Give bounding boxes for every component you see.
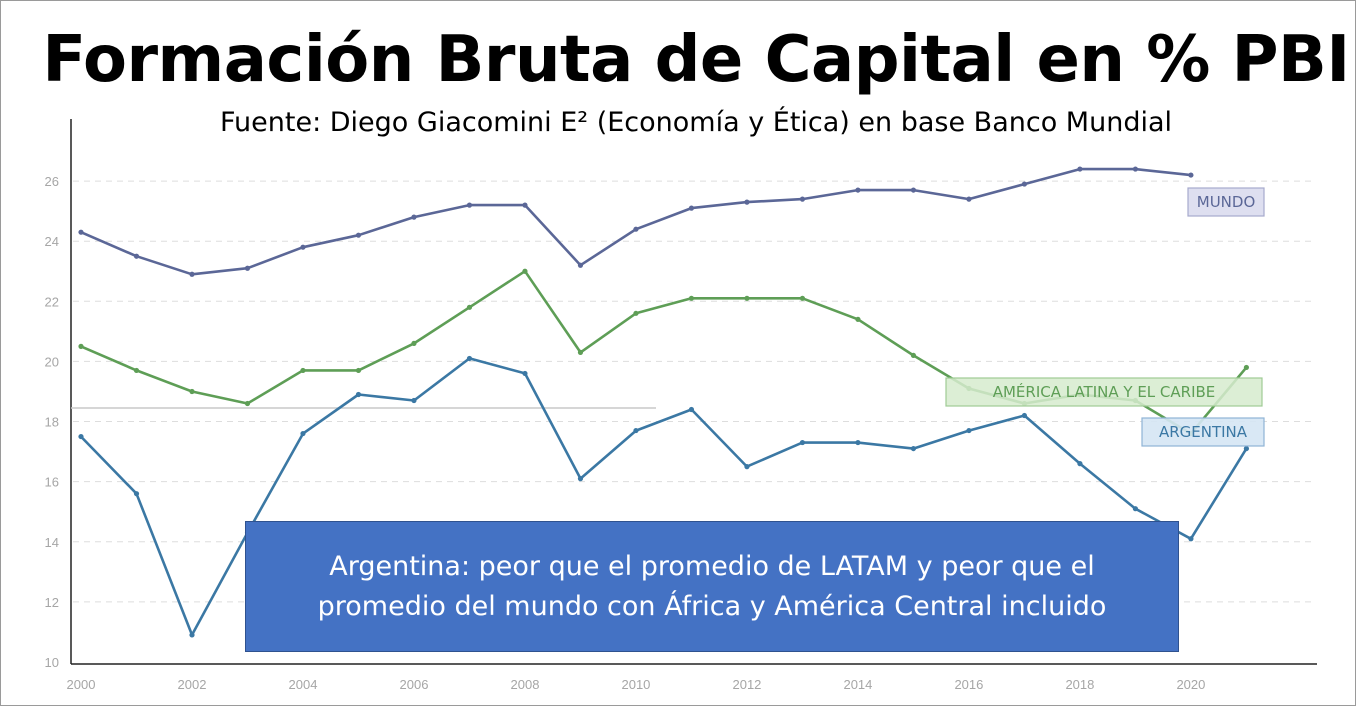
data-point-latam — [577, 349, 584, 356]
data-point-argentina — [411, 397, 417, 404]
data-point-argentina — [1021, 412, 1028, 419]
x-tick-label: 2010 — [621, 677, 650, 692]
data-point-mundo — [744, 199, 750, 205]
label-layer: MUNDO AMÉRICA LATINA Y EL CARIBE ARGENTINA — [945, 187, 1265, 447]
series-line-argentina — [80, 357, 1248, 637]
data-point-latam — [1243, 364, 1250, 371]
data-point-latam — [799, 295, 806, 301]
data-point-mundo — [189, 271, 195, 277]
callout-box: Argentina: peor que el promedio de LATAM… — [245, 521, 1179, 652]
data-point-argentina — [355, 391, 362, 398]
data-point-argentina — [633, 427, 639, 434]
data-point-mundo — [244, 265, 251, 271]
y-tick-label: 12 — [45, 595, 59, 610]
x-tick-label: 2018 — [1065, 677, 1094, 692]
series-label-mundo: MUNDO — [1187, 187, 1265, 217]
data-point-mundo — [910, 187, 917, 193]
chart-title: Formación Bruta de Capital en % PBI — [42, 23, 1350, 97]
data-point-argentina — [966, 427, 972, 434]
data-point-mundo — [1021, 181, 1028, 187]
data-point-argentina — [300, 430, 306, 437]
data-point-mundo — [1132, 166, 1139, 172]
y-tick-label: 14 — [45, 535, 59, 550]
data-point-argentina — [688, 406, 695, 413]
x-tick-label: 2000 — [67, 677, 96, 692]
y-tick-label: 16 — [45, 475, 59, 490]
data-point-latam — [633, 310, 639, 316]
data-point-mundo — [1077, 166, 1083, 172]
series-label-argentina: ARGENTINA — [1141, 417, 1265, 447]
data-point-mundo — [577, 262, 584, 268]
chart-subtitle: Fuente: Diego Giacomini E² (Economía y É… — [219, 107, 1173, 138]
data-point-argentina — [855, 439, 861, 446]
x-tick-label: 2016 — [954, 677, 983, 692]
data-point-argentina — [189, 632, 195, 638]
data-point-argentina — [1243, 445, 1250, 452]
y-tick-label: 20 — [45, 354, 59, 369]
data-point-mundo — [688, 205, 695, 211]
data-point-mundo — [1188, 172, 1194, 178]
callout-text: Argentina: peor que el promedio de LATAM… — [317, 551, 1107, 622]
data-point-mundo — [466, 202, 473, 208]
data-point-latam — [411, 340, 417, 346]
data-point-argentina — [744, 464, 750, 470]
x-tick-label: 2006 — [400, 677, 429, 692]
data-point-argentina — [78, 433, 84, 440]
data-point-latam — [910, 352, 917, 359]
data-point-mundo — [300, 244, 306, 250]
data-point-latam — [355, 367, 362, 374]
y-tick-label: 22 — [45, 294, 59, 309]
data-point-mundo — [799, 196, 806, 202]
data-point-argentina — [1188, 536, 1194, 542]
y-tick-label: 10 — [45, 655, 59, 670]
data-point-latam — [744, 295, 750, 301]
x-tick-label: 2008 — [511, 677, 540, 692]
data-point-argentina — [133, 491, 140, 497]
data-point-latam — [189, 388, 195, 395]
data-point-argentina — [910, 445, 917, 452]
series-label-text: AMÉRICA LATINA Y EL CARIBE — [993, 382, 1216, 401]
series-line-latam — [80, 269, 1248, 435]
data-point-mundo — [411, 214, 417, 220]
data-point-argentina — [577, 476, 584, 482]
data-point-latam — [466, 304, 473, 310]
x-tick-label: 2002 — [178, 677, 207, 692]
y-tick-label: 26 — [45, 174, 59, 189]
data-point-latam — [522, 268, 528, 274]
data-point-argentina — [1132, 506, 1139, 512]
x-tick-label: 2004 — [289, 677, 318, 692]
y-tick-label: 24 — [45, 234, 59, 249]
data-point-mundo — [355, 232, 362, 238]
series-label-latam: AMÉRICA LATINA Y EL CARIBE — [945, 377, 1263, 407]
data-point-latam — [688, 295, 695, 301]
data-point-mundo — [78, 229, 84, 235]
series-label-text: MUNDO — [1197, 193, 1256, 211]
data-point-argentina — [799, 439, 806, 446]
x-tick-label: 2012 — [732, 677, 761, 692]
data-point-argentina — [466, 355, 473, 362]
data-point-mundo — [855, 187, 861, 193]
data-point-argentina — [1077, 461, 1083, 467]
data-point-latam — [300, 367, 306, 374]
x-tick-label: 2014 — [843, 677, 872, 692]
data-point-mundo — [522, 202, 528, 208]
series-label-text: ARGENTINA — [1159, 423, 1248, 441]
axis-layer — [70, 119, 1317, 665]
data-point-mundo — [133, 253, 140, 259]
x-tick-label: 2020 — [1176, 677, 1205, 692]
data-point-mundo — [966, 196, 972, 202]
data-point-latam — [244, 400, 251, 407]
y-tick-label: 18 — [45, 415, 59, 430]
data-point-mundo — [633, 226, 639, 232]
data-point-latam — [855, 316, 861, 322]
data-point-argentina — [522, 370, 528, 377]
data-point-latam — [133, 367, 140, 374]
data-point-latam — [78, 343, 84, 349]
